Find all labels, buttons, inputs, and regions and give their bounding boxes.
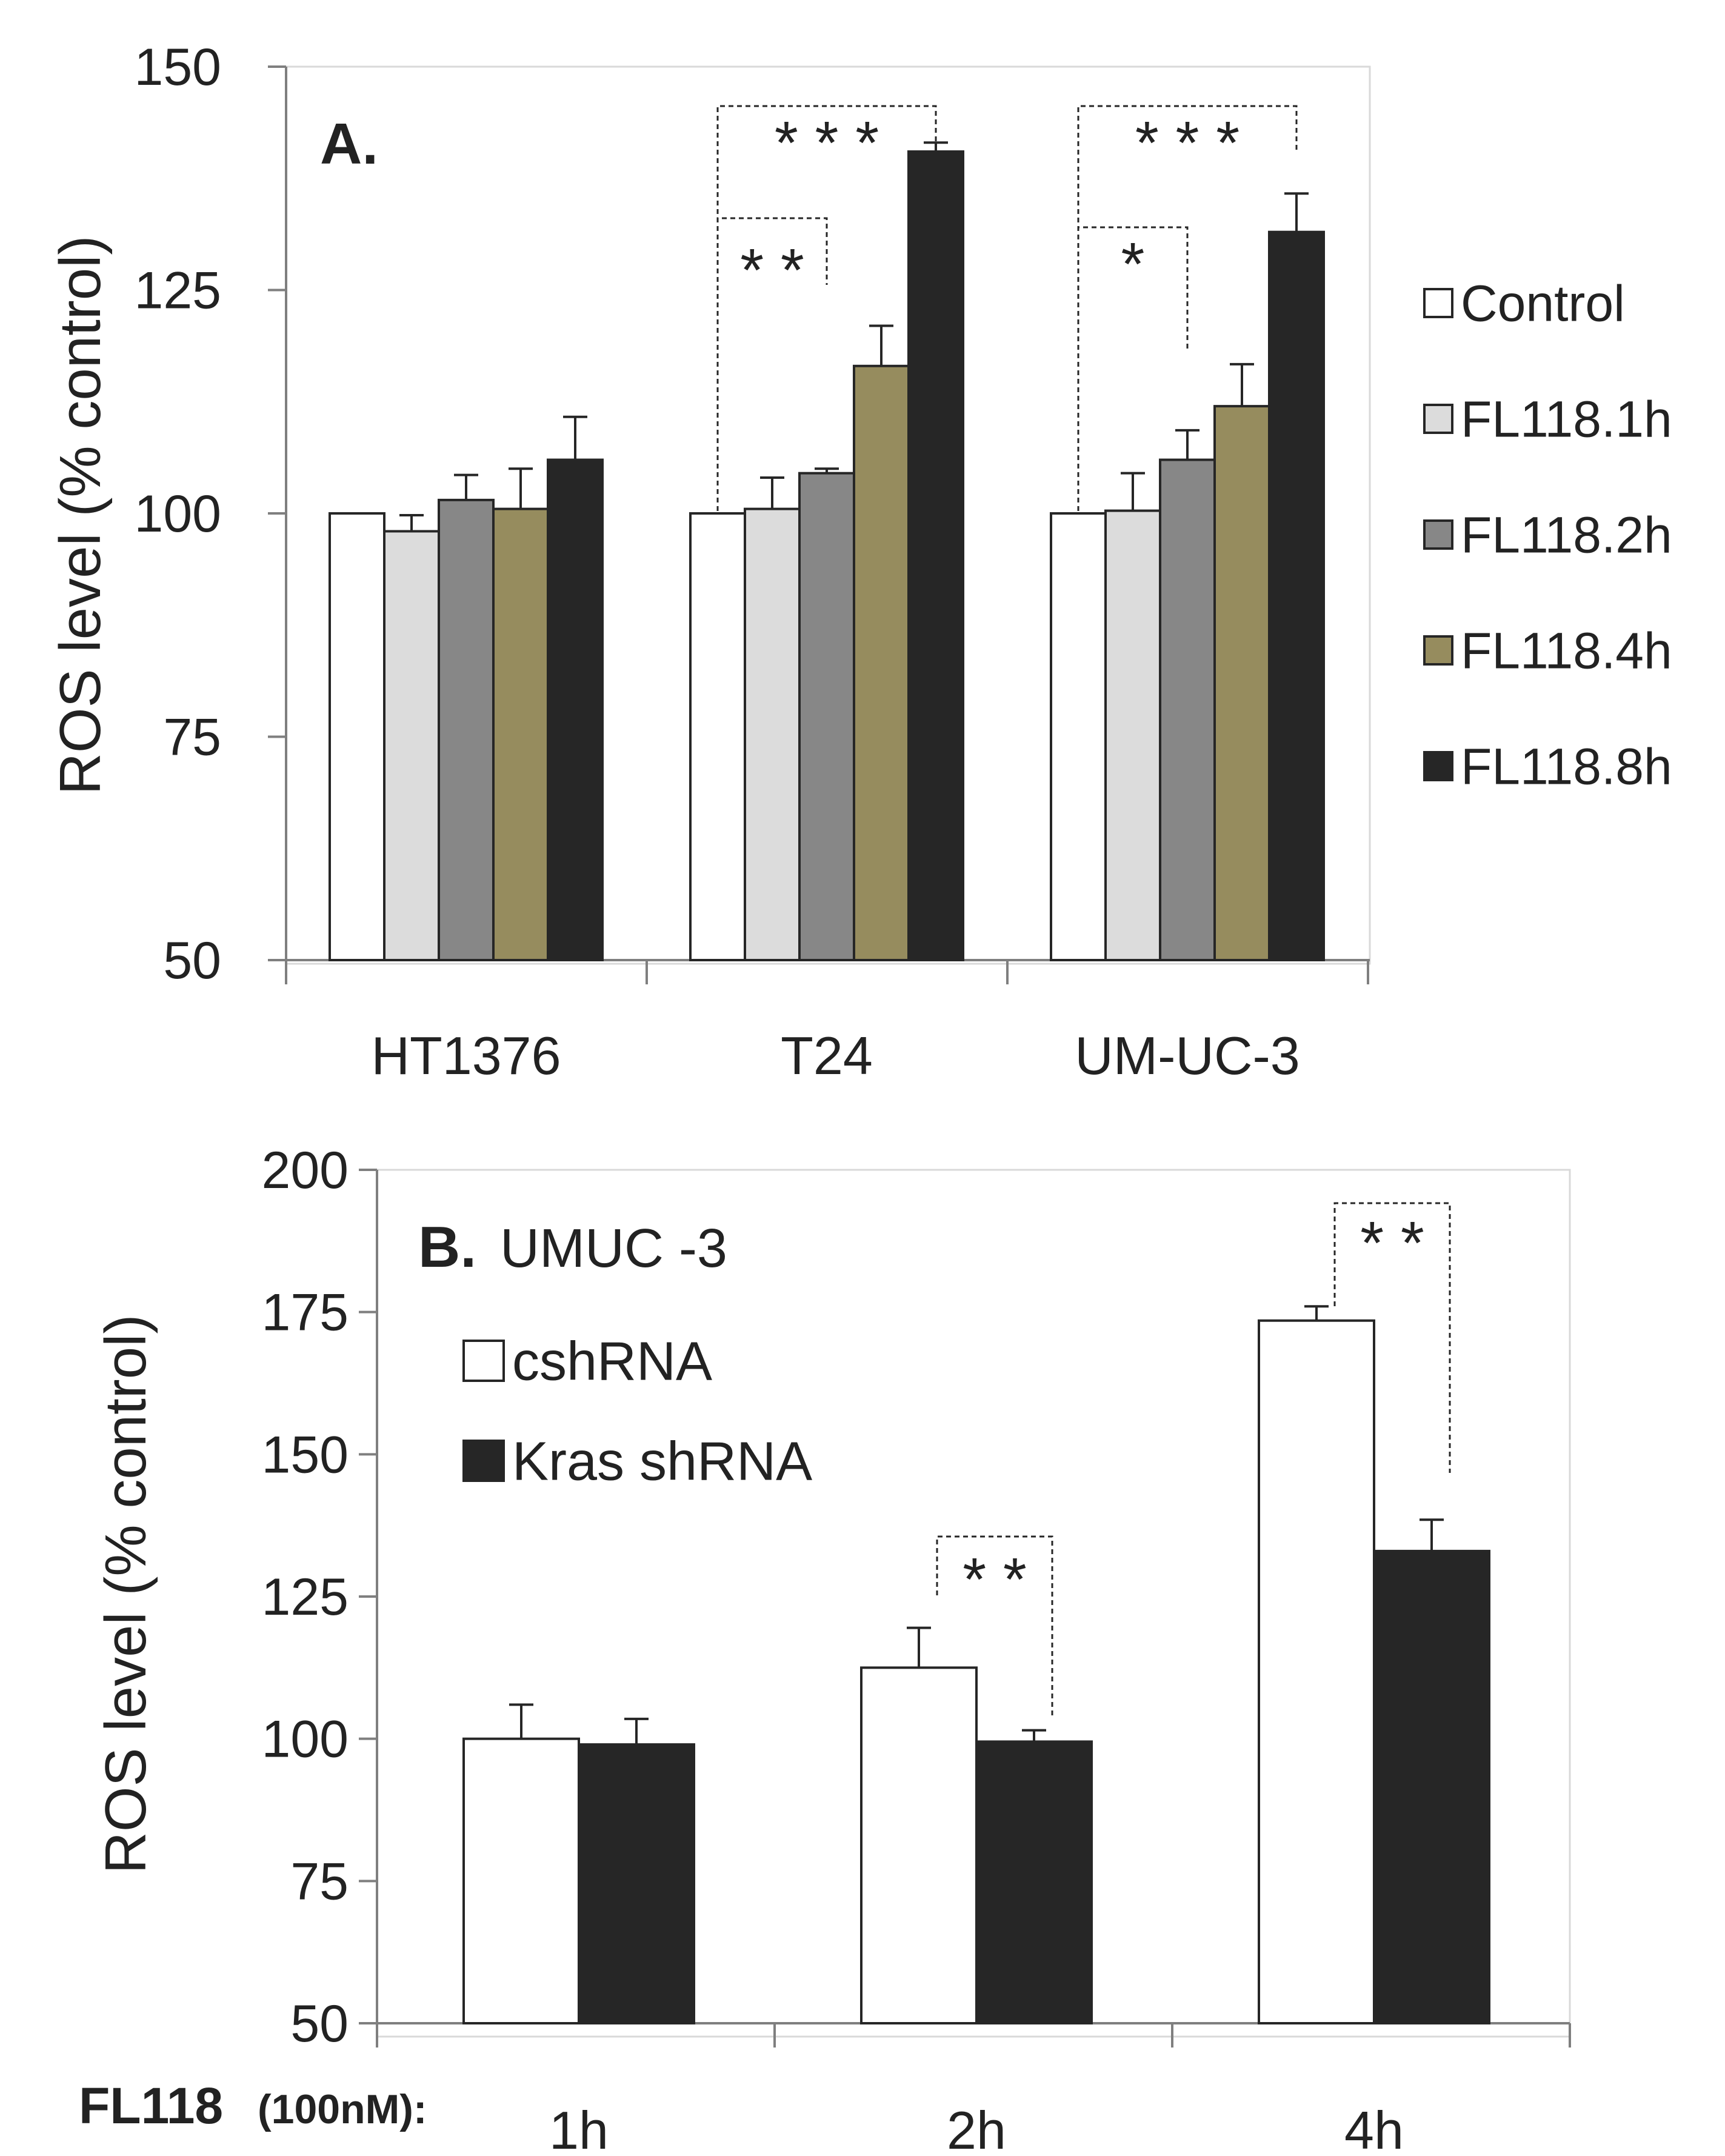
- chart-b-x-axis-prefix: FL118: [79, 2077, 223, 2134]
- bar-fl118-8h-t24: [907, 150, 964, 961]
- significance-bracket: [1077, 105, 1298, 511]
- bar-kras-shrna-1h: [578, 1743, 695, 2024]
- chart-b-x-tick-label: 2h: [947, 2100, 1006, 2156]
- chart-a: A. ROS level (% control) 50 75 100 125 150 H…: [48, 38, 1672, 1086]
- chart-b-y-tick-label: 125: [262, 1568, 349, 1626]
- chart-b-x-tick-label: 1h: [549, 2100, 609, 2156]
- chart-b-y-axis: 50 75 100 125 150 175 200: [262, 1141, 378, 2053]
- bar-control-um-uc-3: [1050, 512, 1107, 961]
- bar-control-t24: [689, 512, 746, 961]
- chart-b-y-axis-title: ROS level (% control): [93, 1315, 158, 1874]
- chart-b-subtitle: UMUC -3: [500, 1218, 727, 1279]
- chart-a-y-tick-label: 150: [135, 38, 222, 96]
- chart-b-y-tick-label: 200: [262, 1141, 349, 1200]
- chart-a-legend: Control FL118.1h FL118.2h FL118.4h FL118.8h: [1423, 275, 1672, 795]
- legend-label-fl118-8h: FL118.8h: [1461, 738, 1672, 795]
- bar-fl118-8h-um-uc-3: [1268, 230, 1325, 962]
- chart-b-y-tick-label: 100: [262, 1710, 349, 1769]
- chart-b-y-tick-label: 175: [262, 1284, 349, 1342]
- legend-label-kras-shrna: Kras shRNA: [512, 1432, 812, 1492]
- bar-fl118-4h-t24: [853, 364, 910, 961]
- legend-label-fl118-1h: FL118.1h: [1461, 390, 1672, 447]
- legend-label-fl118-4h: FL118.4h: [1461, 622, 1672, 679]
- bar-control-ht1376: [329, 512, 385, 961]
- chart-b-legend: cshRNA Kras shRNA: [462, 1332, 812, 1492]
- significance-label: * *: [740, 236, 804, 304]
- chart-a-y-axis: 50 75 100 125 150: [135, 38, 287, 990]
- chart-a-significance: * * * * * * * * *: [716, 105, 1298, 511]
- bar-kras-shrna-2h: [975, 1740, 1093, 2025]
- bar-fl118-2h-t24: [798, 472, 855, 961]
- legend-swatch-fl118-1h: [1423, 404, 1453, 434]
- legend-swatch-fl118-4h: [1423, 635, 1453, 666]
- bar-fl118-1h-um-uc-3: [1104, 509, 1161, 961]
- chart-b-significance: * * * *: [936, 1202, 1451, 1717]
- significance-label: * *: [963, 1546, 1027, 1614]
- chart-b-x-axis-suffix: (100nM):: [258, 2086, 427, 2132]
- chart-b-y-tick-label: 150: [262, 1426, 349, 1484]
- significance-label: * *: [1360, 1209, 1424, 1277]
- chart-b-y-tick-label: 50: [290, 1995, 349, 2053]
- legend-label-control: Control: [1461, 275, 1625, 332]
- bar-cshrna-1h: [462, 1737, 580, 2025]
- chart-a-bars: [329, 141, 1325, 962]
- chart-a-y-tick-label: 75: [163, 709, 221, 767]
- chart-a-x-tick-label: UM-UC-3: [1075, 1026, 1300, 1086]
- legend-label-cshrna: cshRNA: [512, 1332, 712, 1392]
- bar-kras-shrna-4h: [1373, 1549, 1490, 2025]
- chart-a-y-tick-label: 100: [135, 485, 222, 543]
- bar-fl118-4h-ht1376: [492, 507, 549, 961]
- chart-a-x-tick-label: HT1376: [371, 1026, 561, 1086]
- chart-a-x-axis: HT1376 T24 UM-UC-3: [285, 959, 1370, 1086]
- bar-fl118-8h-ht1376: [547, 458, 604, 961]
- chart-a-y-axis-title: ROS level (% control): [48, 236, 113, 795]
- significance-label: * * *: [1135, 109, 1240, 177]
- legend-swatch-control: [1423, 288, 1453, 318]
- chart-a-panel-label: A.: [320, 112, 378, 176]
- bar-cshrna-2h: [860, 1666, 978, 2024]
- bar-fl118-2h-ht1376: [438, 498, 495, 961]
- chart-a-y-tick-label: 125: [135, 262, 222, 320]
- bar-cshrna-4h: [1258, 1319, 1375, 2024]
- bar-fl118-4h-um-uc-3: [1213, 405, 1270, 961]
- chart-b-x-tick-label: 4h: [1344, 2100, 1404, 2156]
- chart-a-x-tick-label: T24: [781, 1026, 873, 1086]
- chart-a-y-tick-label: 50: [163, 932, 221, 990]
- legend-swatch-cshrna: [462, 1340, 505, 1382]
- bar-fl118-2h-um-uc-3: [1159, 458, 1216, 961]
- significance-label: *: [1121, 230, 1145, 298]
- chart-b-y-tick-label: 75: [290, 1852, 349, 1911]
- legend-swatch-fl118-2h: [1423, 519, 1453, 550]
- chart-b-panel-label: B.: [418, 1215, 476, 1280]
- significance-bracket: [716, 105, 937, 511]
- chart-b-bars: [462, 1305, 1490, 2025]
- significance-bracket: [936, 1535, 1053, 1717]
- legend-label-fl118-2h: FL118.2h: [1461, 506, 1672, 563]
- chart-b: B. UMUC -3 ROS level (% control) FL118 (…: [79, 1141, 1571, 2156]
- significance-label: * * *: [775, 109, 879, 177]
- bar-fl118-1h-t24: [744, 507, 801, 961]
- legend-swatch-fl118-8h: [1423, 751, 1453, 781]
- significance-bracket: [1333, 1202, 1451, 1473]
- bar-fl118-1h-ht1376: [383, 530, 440, 961]
- chart-b-x-axis: 1h 2h 4h: [376, 2022, 1571, 2156]
- legend-swatch-kras-shrna: [462, 1440, 505, 1482]
